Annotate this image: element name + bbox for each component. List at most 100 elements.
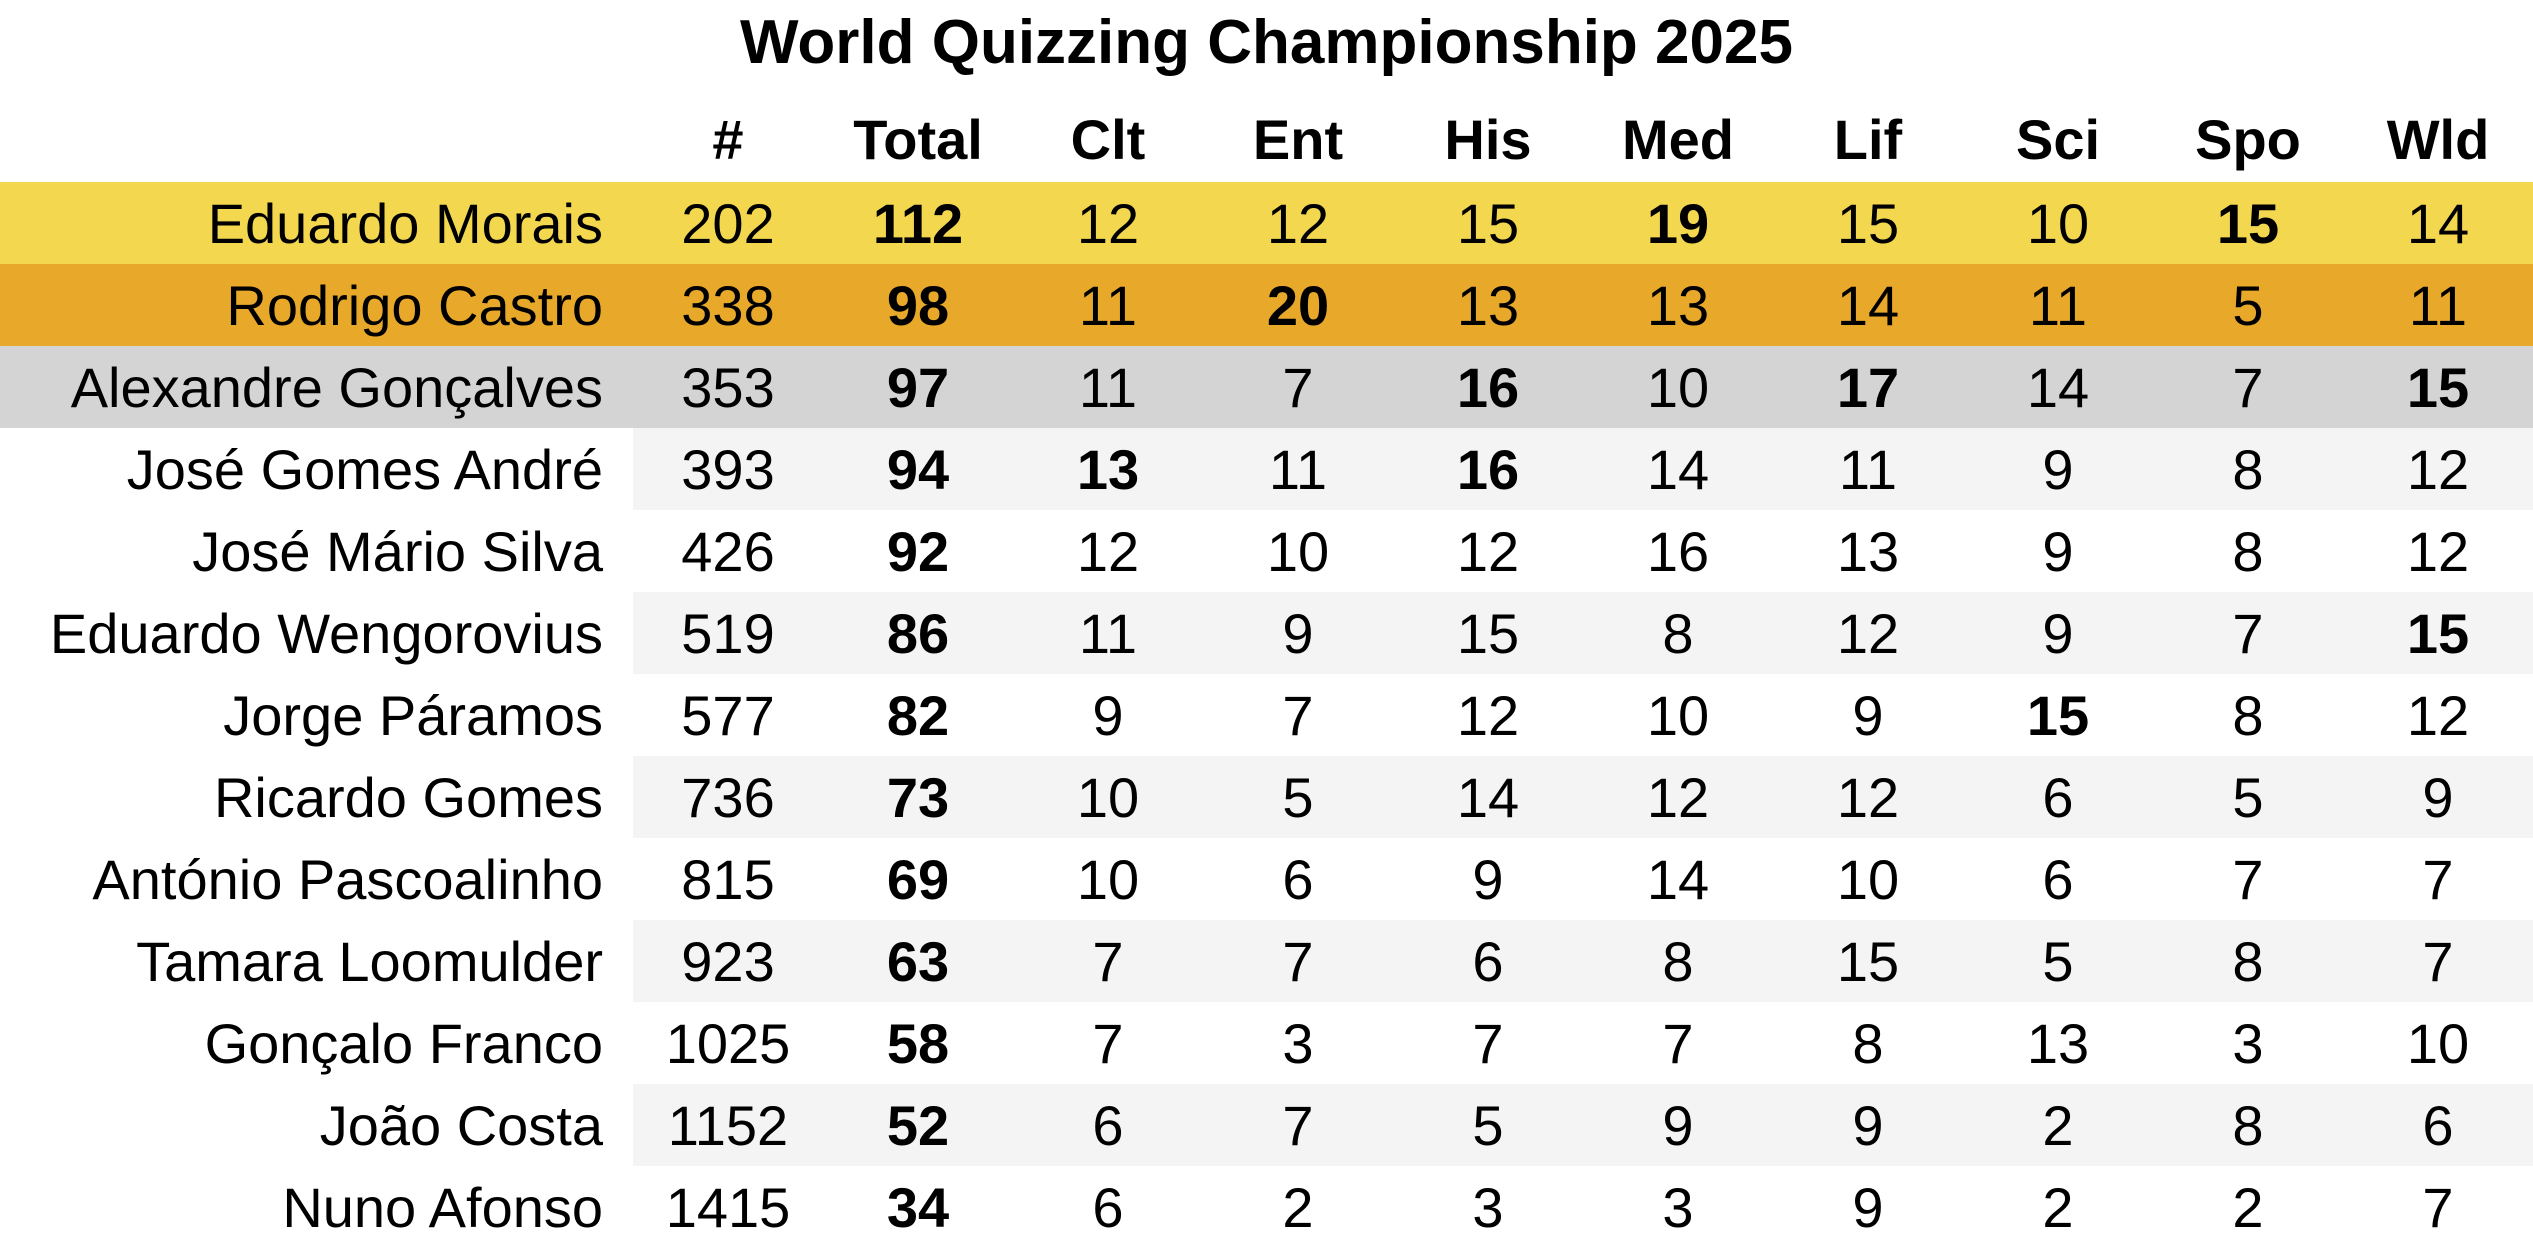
score-cell: 11	[1013, 592, 1203, 674]
score-cell: 5	[1203, 756, 1393, 838]
score-cell: 9	[1472, 847, 1504, 911]
score-cell: 19	[1583, 182, 1773, 264]
score-cell: 58	[886, 1011, 950, 1075]
score-cell: 9	[1092, 683, 1124, 747]
table-body: Eduardo Morais 202 112 12 12 15 19 15 10 15 14 Rodr…	[0, 182, 2533, 1248]
score-cell: 9	[1963, 592, 2153, 674]
score-cell: 7	[2153, 346, 2343, 428]
table-row: Rodrigo Castro 338 98 11 20 13 13 14 11 5 11	[0, 264, 2533, 346]
table-row: Nuno Afonso 1415 34 6 2 3 3 9 2 2 7	[0, 1166, 2533, 1248]
score-cell: 15	[1773, 920, 1963, 1002]
score-cell: 7	[1203, 1084, 1393, 1166]
player-name: Rodrigo Castro	[0, 264, 633, 346]
score-cell: 52	[823, 1084, 1013, 1166]
score-cell: 7	[2153, 592, 2343, 674]
column-header: Wld	[2386, 108, 2490, 171]
score-cell: 13	[1393, 264, 1583, 346]
score-cell: 8	[2153, 428, 2343, 510]
score-cell: 97	[823, 346, 1013, 428]
score-cell: 98	[823, 264, 1013, 346]
score-cell: 11	[1773, 428, 1963, 510]
score-cell: 11	[1203, 428, 1393, 510]
score-cell: 16	[1393, 346, 1583, 428]
score-cell: 15	[1393, 592, 1583, 674]
score-cell: 11	[1013, 264, 1203, 346]
score-cell: 15	[2153, 182, 2343, 264]
score-cell: 13	[1836, 519, 1900, 583]
score-cell: 7	[1282, 683, 1314, 747]
player-name: Alexandre Gonçalves	[0, 346, 633, 428]
score-cell: 5	[1393, 1084, 1583, 1166]
player-name: Eduardo Wengorovius	[49, 601, 603, 665]
score-cell: 2	[1282, 1175, 1314, 1239]
score-cell: 34	[886, 1175, 950, 1239]
player-name: Jorge Páramos	[223, 683, 603, 747]
score-cell: 393	[633, 428, 823, 510]
score-cell: 12	[2343, 428, 2533, 510]
score-cell: 14	[2343, 182, 2533, 264]
leaderboard: # Total Clt Ent His Med Lif Sci Spo Wld Eduardo M…	[0, 97, 2533, 1248]
column-header: Med	[1622, 108, 1734, 171]
player-name: João Costa	[319, 1093, 603, 1157]
score-cell: 12	[1583, 756, 1773, 838]
header-row: # Total Clt Ent His Med Lif Sci Spo Wld	[0, 97, 2533, 182]
score-cell: 11	[2343, 264, 2533, 346]
score-cell: 9	[1773, 1084, 1963, 1166]
table-row: José Mário Silva 426 92 12 10 12 16 13 9 8 12	[0, 510, 2533, 592]
table-row: João Costa 1152 52 6 7 5 9 9 2 8 6	[0, 1084, 2533, 1166]
score-cell: 15	[1773, 182, 1963, 264]
column-header: Lif	[1833, 108, 1903, 171]
table-row: Eduardo Morais 202 112 12 12 15 19 15 10 15 14	[0, 182, 2533, 264]
score-cell: 202	[633, 182, 823, 264]
score-cell: 12	[2406, 683, 2470, 747]
score-cell: 353	[633, 346, 823, 428]
score-cell: 94	[823, 428, 1013, 510]
score-cell: 8	[2232, 683, 2264, 747]
score-cell: 3	[1282, 1011, 1314, 1075]
score-cell: 7	[1662, 1011, 1694, 1075]
score-cell: 9	[1852, 1175, 1884, 1239]
score-cell: 9	[2343, 756, 2533, 838]
score-cell: 13	[1013, 428, 1203, 510]
score-cell: 82	[886, 683, 950, 747]
table-row: António Pascoalinho 815 69 10 6 9 14 10 6 7 7	[0, 838, 2533, 920]
score-cell: 8	[2153, 1084, 2343, 1166]
column-header: His	[1444, 108, 1532, 171]
score-cell: 923	[633, 920, 823, 1002]
score-cell: 3	[1472, 1175, 1504, 1239]
score-cell: 8	[2153, 920, 2343, 1002]
column-header: Clt	[1070, 108, 1146, 171]
table-row: Tamara Loomulder 923 63 7 7 6 8 15 5 8 7	[0, 920, 2533, 1002]
score-cell: 1152	[633, 1084, 823, 1166]
score-cell: 15	[1393, 182, 1583, 264]
score-cell: 10	[1266, 519, 1330, 583]
score-cell: 10	[1013, 756, 1203, 838]
score-cell: 14	[1963, 346, 2153, 428]
score-cell: 6	[2343, 1084, 2533, 1166]
score-cell: 577	[681, 683, 775, 747]
table-row: Jorge Páramos 577 82 9 7 12 10 9 15 8 12	[0, 674, 2533, 756]
score-cell: 11	[1963, 264, 2153, 346]
score-cell: 8	[2232, 519, 2264, 583]
table-row: Gonçalo Franco 1025 58 7 3 7 7 8 13 3 10	[0, 1002, 2533, 1084]
score-cell: 12	[1076, 519, 1140, 583]
score-cell: 5	[1963, 920, 2153, 1002]
score-cell: 7	[2422, 1175, 2454, 1239]
score-cell: 736	[633, 756, 823, 838]
score-cell: 7	[1092, 1011, 1124, 1075]
score-cell: 519	[633, 592, 823, 674]
score-cell: 12	[1203, 182, 1393, 264]
score-cell: 10	[1076, 847, 1140, 911]
score-cell: 7	[1203, 346, 1393, 428]
score-cell: 6	[1092, 1175, 1124, 1239]
score-cell: 14	[1773, 264, 1963, 346]
column-header: Sci	[2015, 108, 2101, 171]
player-name: Tamara Loomulder	[136, 929, 603, 993]
score-cell: 17	[1773, 346, 1963, 428]
score-cell: 86	[823, 592, 1013, 674]
player-name: José Gomes André	[126, 437, 603, 501]
score-cell: 12	[1773, 592, 1963, 674]
score-cell: 10	[2406, 1011, 2470, 1075]
score-cell: 20	[1203, 264, 1393, 346]
score-cell: 2	[1963, 1084, 2153, 1166]
